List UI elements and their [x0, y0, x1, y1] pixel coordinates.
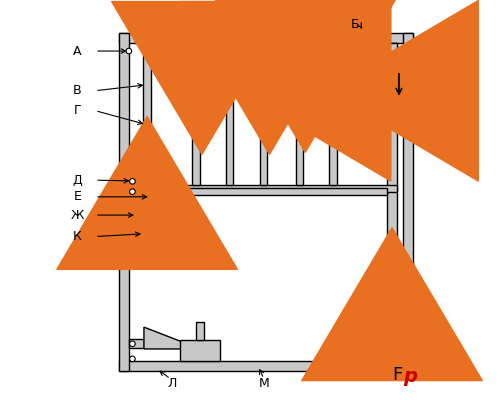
Bar — [119, 33, 413, 43]
Text: р: р — [403, 367, 417, 386]
Bar — [129, 185, 397, 192]
Bar — [180, 340, 220, 361]
Text: К: К — [73, 230, 82, 243]
Circle shape — [130, 189, 135, 194]
Text: Г: Г — [74, 104, 81, 117]
Text: Л: Л — [168, 377, 177, 390]
Text: В: В — [73, 84, 82, 97]
Bar — [129, 340, 144, 348]
Bar — [143, 52, 152, 185]
Circle shape — [130, 178, 135, 184]
Bar — [119, 361, 413, 371]
Text: А: А — [73, 44, 82, 58]
Bar — [119, 33, 129, 371]
Text: М: М — [258, 377, 270, 390]
Bar — [192, 52, 200, 185]
Bar — [403, 33, 413, 371]
Polygon shape — [144, 327, 201, 349]
Bar — [330, 52, 336, 185]
Bar — [148, 188, 387, 195]
Circle shape — [130, 356, 135, 362]
Text: Д: Д — [72, 174, 82, 187]
Bar — [143, 43, 397, 52]
Bar — [387, 43, 397, 361]
Bar — [129, 178, 136, 185]
Bar — [260, 52, 267, 185]
Bar — [129, 188, 148, 197]
Text: Б: Б — [351, 18, 360, 31]
Text: Е: Е — [74, 190, 81, 203]
Circle shape — [130, 341, 135, 346]
Bar — [226, 52, 234, 185]
Text: F: F — [392, 366, 403, 384]
Bar — [296, 52, 303, 185]
Text: Ж: Ж — [70, 208, 84, 222]
Circle shape — [126, 48, 132, 54]
Bar — [196, 322, 204, 340]
